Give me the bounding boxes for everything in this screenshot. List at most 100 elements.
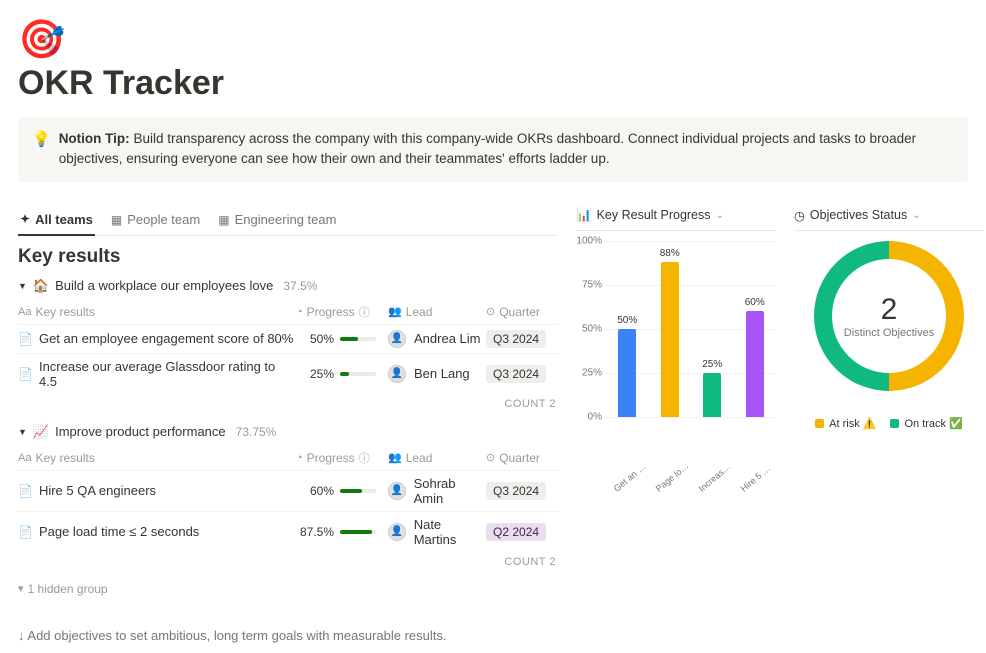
tab-people-team[interactable]: ▦People team xyxy=(109,208,202,235)
tab-engineering-team[interactable]: ▦ Engineering team xyxy=(216,208,338,235)
page-icon: 📄 xyxy=(18,484,33,498)
quarter-tag: Q3 2024 xyxy=(486,482,546,500)
group-header[interactable]: ▼ 🏠 Build a workplace our employees love… xyxy=(18,278,558,294)
y-tick: 100% xyxy=(576,235,602,246)
bar-chart-icon: 📊 xyxy=(576,208,592,223)
legend-swatch xyxy=(890,419,899,428)
avatar: 👤 xyxy=(388,330,406,348)
bar-value-label: 88% xyxy=(660,248,680,259)
page-icon: 🎯 xyxy=(18,18,968,62)
group-icon: 📈 xyxy=(33,424,49,440)
x-label: Get an employ… xyxy=(612,459,650,493)
info-icon: ⓘ xyxy=(359,450,370,466)
group-pct: 73.75% xyxy=(236,425,277,439)
footer-hint: ↓ Add objectives to set ambitious, long … xyxy=(18,628,558,643)
col-quarter: Quarter xyxy=(499,451,540,465)
group-title: Build a workplace our employees love xyxy=(55,278,273,293)
donut-number: 2 xyxy=(881,293,898,327)
y-tick: 75% xyxy=(582,279,602,290)
col-lead: Lead xyxy=(406,451,433,465)
kr-name: Page load time ≤ 2 seconds xyxy=(39,524,199,539)
kr-name: Increase our average Glassdoor rating to… xyxy=(39,359,296,389)
legend-item: At risk ⚠️ xyxy=(815,417,876,430)
chevron-down-icon: ⌄ xyxy=(716,210,724,221)
info-icon: ⓘ xyxy=(359,304,370,320)
col-progress: Progress xyxy=(307,451,355,465)
bar-chart-title: Key Result Progress xyxy=(597,208,711,222)
quarter-tag: Q2 2024 xyxy=(486,523,546,541)
lead-name: Sohrab Amin xyxy=(414,476,486,506)
kr-name: Get an employee engagement score of 80% xyxy=(39,331,293,346)
lead-name: Ben Lang xyxy=(414,366,470,381)
lead-name: Andrea Lim xyxy=(414,331,480,346)
text-icon: Aa xyxy=(18,306,31,318)
col-kr: Key results xyxy=(35,451,94,465)
y-tick: 0% xyxy=(588,411,602,422)
x-label: Hire 5 QA engineers xyxy=(739,459,777,493)
select-icon: ⊙ xyxy=(486,305,495,318)
tab-all-teams[interactable]: ✦ All teams xyxy=(18,208,95,236)
progress-value: 87.5% xyxy=(296,525,334,539)
bar xyxy=(618,329,636,417)
group-title: Improve product performance xyxy=(55,424,226,439)
caret-down-icon: ▼ xyxy=(18,427,27,437)
donut-title: Objectives Status xyxy=(810,208,907,222)
section-title: Key results xyxy=(18,246,558,268)
select-icon: ⊙ xyxy=(486,451,495,464)
bar-chart-header[interactable]: 📊 Key Result Progress ⌄ xyxy=(576,208,776,231)
table-row[interactable]: 📄 Get an employee engagement score of 80%… xyxy=(18,324,558,353)
tip-text: Build transparency across the company wi… xyxy=(59,131,916,166)
tip-callout: 💡 Notion Tip: Build transparency across … xyxy=(18,117,968,182)
col-kr: Key results xyxy=(35,305,94,319)
group-header[interactable]: ▼ 📈 Improve product performance 73.75% xyxy=(18,424,558,440)
progress-icon: ◔ xyxy=(296,306,303,318)
progress-value: 60% xyxy=(296,484,334,498)
quarter-tag: Q3 2024 xyxy=(486,365,546,383)
progress-bar xyxy=(340,530,376,534)
progress-bar xyxy=(340,372,376,376)
lead-name: Nate Martins xyxy=(414,517,486,547)
legend-label: At risk ⚠️ xyxy=(829,417,876,430)
y-tick: 50% xyxy=(582,323,602,334)
chevron-down-icon: ⌄ xyxy=(912,210,920,221)
avatar: 👤 xyxy=(388,482,406,500)
bar xyxy=(746,311,764,417)
tab-label: Engineering team xyxy=(235,212,337,227)
quarter-tag: Q3 2024 xyxy=(486,330,546,348)
bulb-icon: 💡 xyxy=(32,129,51,170)
page-icon: 📄 xyxy=(18,367,33,381)
avatar: 👤 xyxy=(388,523,406,541)
progress-value: 25% xyxy=(296,367,334,381)
bar xyxy=(661,262,679,417)
count-label: COUNT xyxy=(504,398,545,410)
tab-icon: ✦ xyxy=(20,212,30,226)
table-row[interactable]: 📄Page load time ≤ 2 seconds 87.5% 👤Nate … xyxy=(18,511,558,552)
tab-label: All teams xyxy=(35,212,93,227)
tab-icon: ▦ xyxy=(111,213,122,227)
col-lead: Lead xyxy=(406,305,433,319)
table-row[interactable]: 📄 Increase our average Glassdoor rating t… xyxy=(18,353,558,394)
hidden-group-toggle[interactable]: ▾ 1 hidden group xyxy=(18,582,558,596)
count-value: 2 xyxy=(549,398,556,410)
count-label: COUNT xyxy=(504,556,545,568)
bar-value-label: 25% xyxy=(702,359,722,370)
progress-value: 50% xyxy=(296,332,334,346)
bar xyxy=(703,373,721,417)
table-row[interactable]: 📄Hire 5 QA engineers 60% 👤Sohrab Amin Q3… xyxy=(18,470,558,511)
caret-down-icon: ▼ xyxy=(18,281,27,291)
x-label: Page load time ≤ 2 s… xyxy=(654,459,692,493)
bar-chart: 0%25%50%75%100% 50%88%25%60% Get an empl… xyxy=(576,241,776,451)
chevron-down-icon: ▾ xyxy=(18,582,24,595)
page-icon: 📄 xyxy=(18,332,33,346)
donut-header[interactable]: ◷ Objectives Status ⌄ xyxy=(794,208,984,231)
donut-chart: 2 Distinct Objectives xyxy=(814,241,964,391)
x-label: Increase our average… xyxy=(697,459,735,493)
bar-value-label: 60% xyxy=(745,297,765,308)
count-value: 2 xyxy=(549,556,556,568)
tip-bold: Notion Tip: xyxy=(59,131,130,146)
person-icon: 👥 xyxy=(388,451,402,464)
tab-icon: ▦ xyxy=(218,213,229,227)
col-progress: Progress xyxy=(307,305,355,319)
group-pct: 37.5% xyxy=(283,279,317,293)
clock-icon: ◷ xyxy=(794,208,805,223)
